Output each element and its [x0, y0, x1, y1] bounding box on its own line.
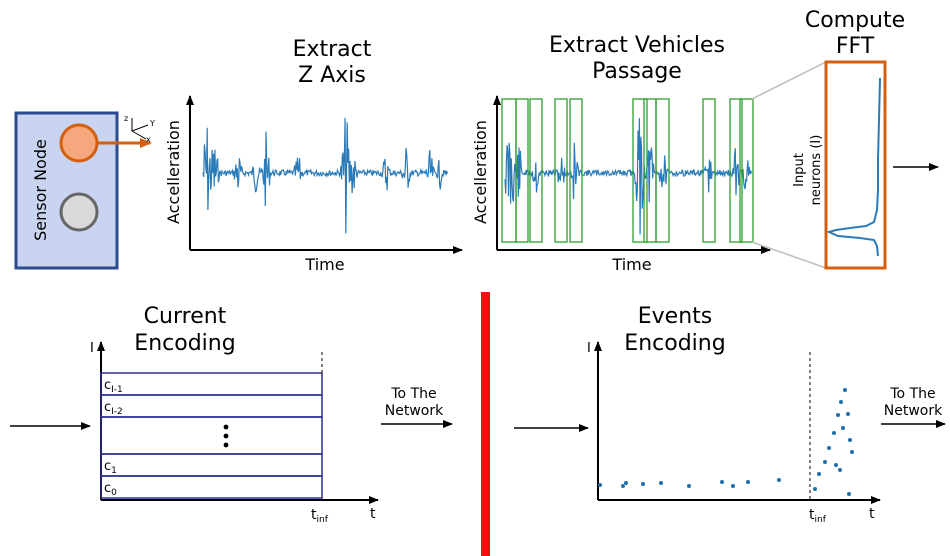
ellipsis-dot — [223, 442, 229, 448]
event-dot — [817, 472, 821, 476]
extract-z-plot: Extract Z Axis Accelleration Time — [164, 37, 463, 274]
vehicle-window — [655, 98, 670, 243]
event-dot — [731, 484, 735, 488]
current-row — [100, 394, 323, 418]
event-dot — [848, 438, 852, 442]
event-dot — [777, 478, 781, 482]
vehicle-windows — [501, 98, 754, 243]
vehicle-window — [554, 98, 568, 243]
acceleration-signal — [202, 117, 449, 234]
events-x-axis-label: t — [869, 506, 875, 522]
current-output-label-line1: To The — [390, 386, 436, 402]
ellipsis-dot — [223, 424, 229, 430]
vehicle-window — [739, 98, 754, 243]
event-dot — [834, 463, 838, 467]
extract-vehicles-ylabel: Accelleration — [471, 120, 490, 224]
fft-ylabel-line2: neurons (I) — [809, 135, 824, 206]
event-dot — [659, 481, 663, 485]
ellipsis-dot — [223, 433, 229, 439]
events-output-label-line1: To The — [889, 386, 935, 402]
event-dot — [839, 400, 843, 404]
events-t-inf-label: tinf — [809, 507, 827, 525]
event-dot — [624, 481, 628, 485]
event-dot — [641, 482, 645, 486]
event-dot — [813, 487, 817, 491]
axis-z-label: z — [124, 114, 128, 123]
fft-spectrum — [826, 77, 881, 257]
event-dot — [850, 450, 854, 454]
events-encoding-title-line2: Encoding — [624, 331, 725, 356]
fft-ylabel-line1: Input — [792, 153, 807, 187]
event-dot — [720, 480, 724, 484]
event-dot — [823, 460, 827, 464]
current-encoding-title-line1: Current — [144, 304, 227, 329]
event-dot — [827, 446, 831, 450]
fft-title-line2: FFT — [836, 34, 875, 59]
event-dot — [838, 468, 842, 472]
current-row-label: c1 — [104, 459, 117, 476]
current-y-axis-label: I — [90, 341, 94, 356]
events-y-axis-label: I — [587, 341, 591, 356]
current-row-ellipsis — [100, 416, 323, 455]
current-encoding: Current Encoding I t tinf cI-1 cI-2 c1 c… — [10, 304, 453, 525]
active-sensor-icon — [59, 123, 99, 163]
extract-z-ylabel: Accelleration — [164, 120, 183, 224]
event-dot — [847, 492, 851, 496]
vehicle-window — [702, 98, 716, 243]
vehicle-window — [529, 98, 543, 243]
extract-vehicles-title-line2: Passage — [592, 59, 682, 84]
event-dot — [832, 431, 836, 435]
events-encoding-title-line1: Events — [638, 304, 713, 329]
current-row-label: cI-1 — [104, 378, 123, 395]
event-dot — [836, 413, 840, 417]
vehicle-window — [515, 98, 529, 243]
extract-vehicles-xlabel: Time — [611, 255, 651, 274]
event-dot — [621, 484, 625, 488]
event-dot — [598, 483, 602, 487]
current-output-label-line2: Network — [385, 403, 444, 419]
current-row — [100, 453, 323, 477]
vehicle-window — [632, 98, 648, 243]
current-row-label: c0 — [104, 481, 117, 498]
sensor-node-label: Sensor Node — [31, 139, 50, 241]
vehicle-window — [729, 98, 743, 243]
current-row — [100, 475, 323, 499]
event-dots — [598, 388, 854, 496]
acceleration-signal-windowed — [504, 117, 752, 235]
current-row — [100, 372, 323, 396]
event-dot — [846, 412, 850, 416]
axis-x-label: x — [146, 135, 151, 144]
current-row-label: cI-2 — [104, 400, 123, 417]
zoom-line-top — [751, 61, 827, 100]
event-dot — [843, 388, 847, 392]
event-dot — [746, 480, 750, 484]
zoom-line-bottom — [751, 241, 827, 269]
events-output-label-line2: Network — [884, 403, 943, 419]
extract-z-xlabel: Time — [304, 255, 344, 274]
vehicle-window — [569, 98, 583, 243]
sensor-node: Sensor Node — [14, 111, 152, 270]
extract-vehicles-title-line1: Extract Vehicles — [549, 33, 725, 58]
events-encoding: Events Encoding I t tinf To The Network — [514, 304, 946, 525]
current-x-axis-label: t — [370, 506, 376, 522]
fft-box — [824, 60, 887, 270]
inactive-sensor-icon — [59, 192, 99, 232]
event-dot — [841, 426, 845, 430]
event-dot — [687, 484, 691, 488]
axis-orientation-icon: z Y x — [124, 114, 155, 144]
extract-vehicles-plot: Extract Vehicles Passage Accelleration T… — [471, 33, 771, 274]
extract-z-title-line1: Extract — [293, 37, 372, 62]
fft-title-line1: Compute — [805, 8, 905, 33]
current-encoding-title-line2: Encoding — [134, 331, 235, 356]
current-table — [100, 372, 323, 499]
extract-z-title-line2: Z Axis — [298, 63, 366, 88]
section-separator — [481, 292, 490, 556]
axis-y-label: Y — [149, 119, 155, 128]
fft-panel: Compute FFT Input neurons (I) — [792, 8, 939, 270]
current-t-inf-label: tinf — [311, 507, 329, 525]
